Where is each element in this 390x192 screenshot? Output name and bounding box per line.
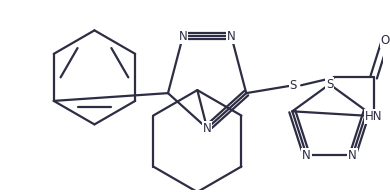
Text: N: N bbox=[203, 122, 211, 135]
Text: O: O bbox=[381, 34, 390, 47]
Text: S: S bbox=[290, 79, 297, 92]
Text: HN: HN bbox=[365, 110, 382, 123]
Text: S: S bbox=[326, 78, 333, 91]
Text: N: N bbox=[348, 149, 357, 162]
Text: N: N bbox=[179, 30, 187, 43]
Text: N: N bbox=[227, 30, 236, 43]
Text: N: N bbox=[302, 149, 311, 162]
